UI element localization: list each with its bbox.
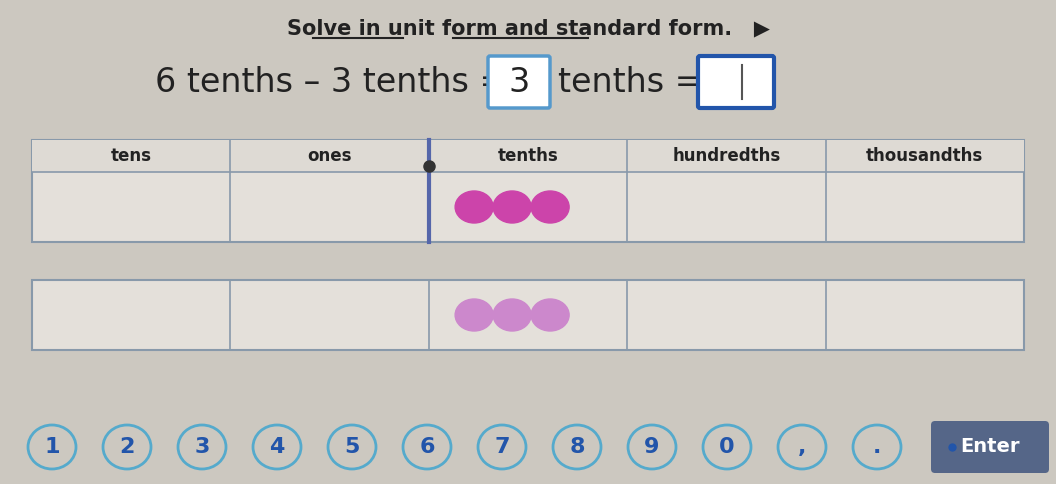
Ellipse shape [553, 425, 601, 469]
Ellipse shape [778, 425, 826, 469]
Ellipse shape [628, 425, 676, 469]
Ellipse shape [531, 299, 569, 331]
Text: 8: 8 [569, 437, 585, 457]
FancyBboxPatch shape [488, 56, 550, 108]
Ellipse shape [103, 425, 151, 469]
Text: 2: 2 [119, 437, 135, 457]
Ellipse shape [178, 425, 226, 469]
Text: 6 tenths – 3 tenths =: 6 tenths – 3 tenths = [155, 65, 507, 99]
FancyBboxPatch shape [698, 56, 774, 108]
Text: tens: tens [111, 147, 152, 165]
Text: ,: , [798, 437, 806, 457]
Ellipse shape [853, 425, 901, 469]
Ellipse shape [328, 425, 376, 469]
Ellipse shape [403, 425, 451, 469]
Ellipse shape [455, 299, 493, 331]
Ellipse shape [455, 191, 493, 223]
Ellipse shape [493, 299, 531, 331]
Text: 4: 4 [269, 437, 285, 457]
Ellipse shape [29, 425, 76, 469]
Text: 3: 3 [508, 65, 530, 99]
FancyBboxPatch shape [32, 280, 1024, 350]
FancyBboxPatch shape [931, 421, 1049, 473]
Text: 5: 5 [344, 437, 360, 457]
Ellipse shape [253, 425, 301, 469]
Text: .: . [873, 437, 881, 457]
Text: ones: ones [307, 147, 352, 165]
Text: 6: 6 [419, 437, 435, 457]
FancyBboxPatch shape [32, 140, 1024, 172]
Text: 9: 9 [644, 437, 660, 457]
Text: Solve in unit form and standard form.   ▶: Solve in unit form and standard form. ▶ [286, 18, 770, 38]
Text: 1: 1 [44, 437, 60, 457]
Ellipse shape [932, 429, 972, 465]
Text: 0: 0 [719, 437, 735, 457]
Text: hundredths: hundredths [673, 147, 780, 165]
Text: 7: 7 [494, 437, 510, 457]
Text: thousandths: thousandths [866, 147, 983, 165]
Ellipse shape [478, 425, 526, 469]
FancyBboxPatch shape [32, 140, 1024, 242]
Text: 3: 3 [194, 437, 210, 457]
Text: tenths =: tenths = [558, 65, 702, 99]
Ellipse shape [493, 191, 531, 223]
Text: tenths: tenths [497, 147, 559, 165]
Ellipse shape [531, 191, 569, 223]
Ellipse shape [703, 425, 751, 469]
Text: Enter: Enter [960, 438, 1020, 456]
